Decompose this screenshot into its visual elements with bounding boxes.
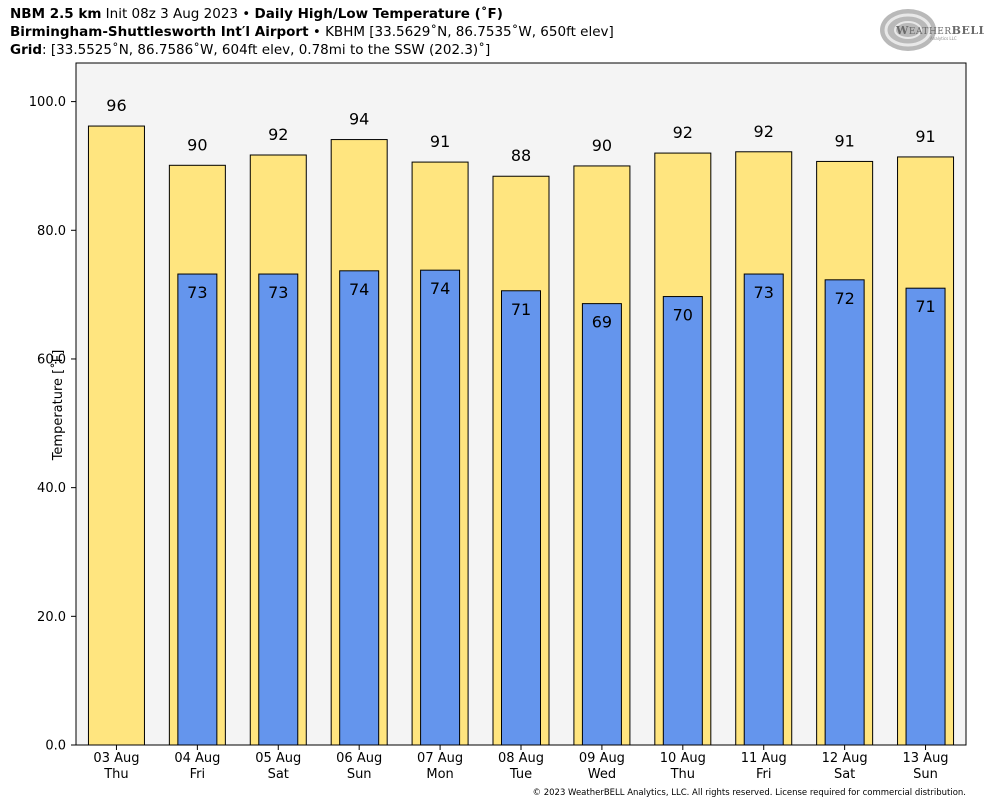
high-temp-label: 91 bbox=[915, 127, 935, 146]
x-tick-weekday: Sun bbox=[347, 767, 372, 782]
x-tick-label: 10 Aug bbox=[660, 751, 706, 766]
low-temp-label: 72 bbox=[834, 289, 854, 308]
low-temp-label: 73 bbox=[187, 283, 207, 302]
x-tick-weekday: Sat bbox=[268, 767, 289, 782]
high-temp-label: 88 bbox=[511, 146, 531, 165]
x-tick-label: 03 Aug bbox=[93, 751, 139, 766]
high-temp-label: 94 bbox=[349, 110, 369, 129]
low-temp-bar bbox=[501, 290, 541, 746]
plot-frame bbox=[75, 62, 967, 746]
x-tick-weekday: Fri bbox=[190, 767, 206, 782]
chart-title-line-3: Grid: [33.5525˚N, 86.7586˚W, 604ft elev,… bbox=[10, 42, 491, 58]
low-temp-bar bbox=[258, 273, 299, 746]
y-tick-label: 0.0 bbox=[45, 739, 66, 754]
low-temp-label: 74 bbox=[430, 279, 450, 298]
low-temp-label: 71 bbox=[511, 300, 531, 319]
logo-subtitle: Analytics LLC bbox=[930, 36, 957, 41]
high-temp-label: 92 bbox=[754, 122, 774, 141]
x-tick-label: 08 Aug bbox=[498, 751, 544, 766]
low-temp-label: 74 bbox=[349, 280, 369, 299]
y-tick-label: 40.0 bbox=[37, 481, 66, 496]
copyright-footer: © 2023 WeatherBELL Analytics, LLC. All r… bbox=[532, 788, 966, 798]
x-tick-weekday: Thu bbox=[103, 767, 128, 782]
chart-title-line-2: Birmingham-Shuttlesworth Int′l Airport •… bbox=[10, 24, 614, 40]
y-tick-label: 60.0 bbox=[37, 352, 66, 367]
high-temp-label: 92 bbox=[268, 125, 288, 144]
high-temp-bar bbox=[87, 125, 145, 746]
x-tick-label: 05 Aug bbox=[255, 751, 301, 766]
x-tick-label: 06 Aug bbox=[336, 751, 382, 766]
low-temp-label: 71 bbox=[915, 297, 935, 316]
y-tick-label: 100.0 bbox=[29, 95, 66, 110]
x-tick-weekday: Mon bbox=[426, 767, 453, 782]
x-tick-label: 09 Aug bbox=[579, 751, 625, 766]
x-tick-label: 11 Aug bbox=[741, 751, 787, 766]
low-temp-bar bbox=[662, 296, 703, 746]
x-tick-weekday: Tue bbox=[509, 767, 532, 782]
high-temp-label: 91 bbox=[834, 131, 854, 150]
high-temp-label: 90 bbox=[187, 135, 207, 154]
x-tick-label: 07 Aug bbox=[417, 751, 463, 766]
y-axis-label: Temperature [˚F] bbox=[50, 349, 66, 461]
x-tick-label: 12 Aug bbox=[822, 751, 868, 766]
x-tick-weekday: Fri bbox=[756, 767, 772, 782]
low-temp-label: 73 bbox=[268, 283, 288, 302]
y-tick-label: 20.0 bbox=[37, 610, 66, 625]
x-tick-weekday: Sat bbox=[834, 767, 855, 782]
low-temp-bar bbox=[824, 279, 865, 746]
high-temp-label: 96 bbox=[106, 96, 126, 115]
y-tick-label: 80.0 bbox=[37, 224, 66, 239]
high-temp-label: 90 bbox=[592, 136, 612, 155]
high-temp-label: 91 bbox=[430, 132, 450, 151]
low-temp-bar bbox=[581, 303, 622, 746]
high-temp-label: 92 bbox=[673, 123, 693, 142]
low-temp-label: 73 bbox=[754, 283, 774, 302]
low-temp-label: 69 bbox=[592, 313, 612, 332]
low-temp-bar bbox=[339, 270, 380, 746]
x-tick-label: 13 Aug bbox=[903, 751, 949, 766]
low-temp-bar bbox=[905, 287, 946, 746]
weatherbell-logo bbox=[880, 9, 936, 51]
low-temp-bar bbox=[743, 273, 784, 746]
x-tick-weekday: Wed bbox=[588, 767, 616, 782]
logo-wordmark: WEATHERBELL bbox=[896, 24, 984, 37]
chart-title-line-1: NBM 2.5 km Init 08z 3 Aug 2023 • Daily H… bbox=[10, 6, 503, 22]
x-tick-label: 04 Aug bbox=[174, 751, 220, 766]
x-tick-weekday: Thu bbox=[670, 767, 695, 782]
low-temp-bar bbox=[420, 269, 461, 746]
low-temp-label: 70 bbox=[673, 306, 693, 325]
low-temp-bar bbox=[177, 273, 218, 746]
x-tick-weekday: Sun bbox=[913, 767, 938, 782]
